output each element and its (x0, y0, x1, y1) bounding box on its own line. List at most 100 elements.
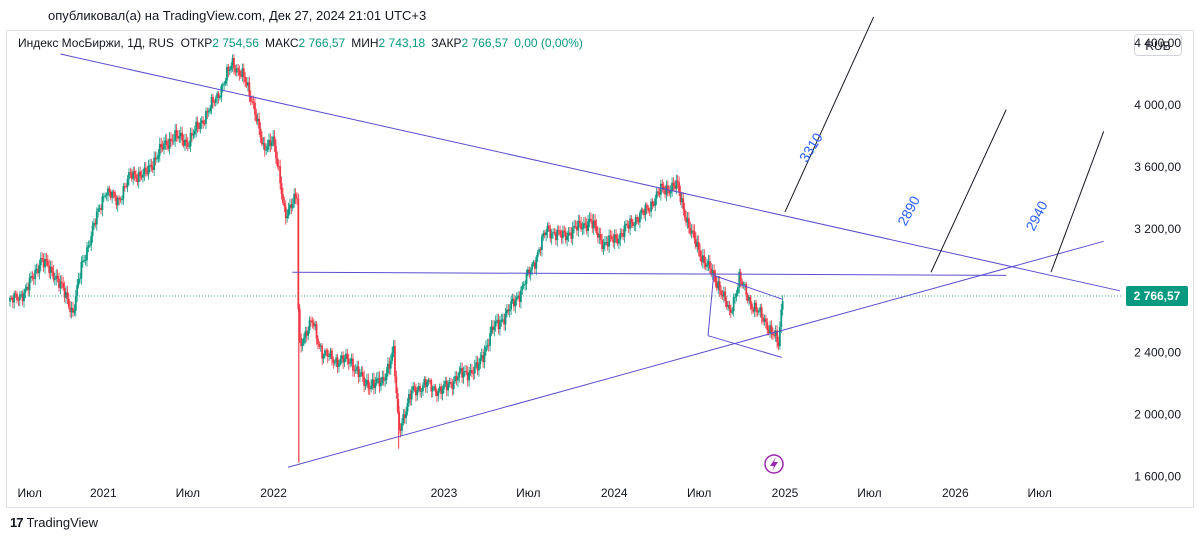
candle-body (736, 287, 739, 294)
candle-body (489, 333, 492, 346)
candle-body (616, 238, 619, 244)
candle-body (172, 140, 175, 142)
candle-body (434, 386, 437, 392)
candle-body (42, 259, 45, 268)
y-tick-label: 1 600,00 (1134, 470, 1181, 484)
candle-body (114, 192, 116, 198)
candle-body (346, 353, 349, 360)
candle-body (507, 309, 510, 312)
candle-body (534, 262, 536, 269)
candle-body (511, 298, 514, 302)
candle-body (374, 383, 377, 389)
candle-body (559, 230, 562, 235)
candle-body (121, 198, 123, 200)
candle-body (556, 230, 559, 240)
candle-body (325, 350, 328, 352)
candle-body (473, 366, 476, 374)
candle-body (501, 319, 504, 321)
candle-body (549, 228, 552, 239)
candle-body (426, 381, 429, 387)
candle-body (654, 198, 657, 206)
candle-body (364, 384, 367, 386)
candle-body (584, 223, 587, 225)
candle-body (517, 295, 520, 298)
candle-body (545, 231, 548, 236)
candle-body (659, 183, 662, 195)
candle-body (741, 281, 743, 285)
candle-body (631, 222, 634, 226)
open-value: 2 754,56 (212, 36, 259, 50)
candle-body (570, 232, 573, 239)
candle-body (16, 293, 18, 300)
candle-body (461, 367, 464, 378)
candle-body (482, 355, 485, 363)
candle-body (151, 167, 154, 170)
candle-body (535, 257, 538, 269)
candles-layer (9, 54, 784, 463)
candle-body (683, 209, 686, 218)
candle-body (45, 258, 48, 261)
candle-body (241, 68, 244, 77)
candle-body (147, 165, 150, 175)
candle-body (387, 363, 389, 374)
candle-body (10, 297, 13, 299)
candle-body (713, 270, 715, 276)
candle-body (506, 309, 508, 314)
candle-body (361, 372, 364, 377)
candle-body (370, 385, 373, 389)
candle-body (445, 380, 448, 391)
candle-body (548, 225, 550, 229)
symbol-name[interactable]: Индекс МосБиржи, 1Д, RUS (18, 36, 174, 50)
candle-body (164, 140, 167, 144)
candle-body (139, 171, 142, 176)
candle-body (153, 157, 156, 170)
candle-body (182, 140, 185, 146)
candle-body (476, 362, 479, 371)
candle-body (380, 383, 382, 387)
candle-body (277, 165, 280, 167)
candle-body (433, 386, 436, 388)
candle-body (347, 359, 350, 364)
candle-body (606, 242, 609, 247)
candle-body (80, 262, 83, 279)
candle-body (392, 345, 395, 354)
candle-body (177, 135, 179, 139)
candle-body (252, 101, 255, 103)
candle-body (532, 262, 535, 265)
candle-body (412, 386, 415, 391)
candle-body (469, 370, 472, 373)
candle-body (186, 142, 189, 147)
candle-body (91, 225, 94, 237)
candle-body (417, 386, 420, 391)
candle-body (603, 242, 606, 246)
candle-body (406, 403, 409, 412)
candle-body (37, 268, 39, 274)
candle-body (286, 215, 289, 219)
currency-button[interactable]: RUB (1134, 34, 1182, 56)
candle-body (179, 132, 182, 137)
footer-brand: TradingView (26, 515, 99, 530)
candle-body (310, 320, 312, 322)
candle-body (528, 269, 531, 275)
candle-body (666, 185, 669, 191)
candle-body (620, 233, 623, 234)
candle-body (251, 101, 254, 103)
candle-body (102, 196, 105, 198)
candle-body (515, 297, 518, 301)
y-tick-label: 3 600,00 (1134, 160, 1181, 174)
candle-body (317, 338, 319, 344)
lightning-icon[interactable] (764, 454, 784, 474)
candle-body (714, 275, 717, 283)
candle-body (303, 337, 305, 344)
candle-body (471, 370, 473, 374)
channel-upper (713, 274, 783, 300)
candle-body (161, 147, 164, 150)
candle-body (699, 249, 701, 257)
candle-body (459, 367, 462, 372)
candle-body (622, 233, 624, 237)
x-tick-label: Июл (1028, 486, 1052, 500)
candle-body (126, 178, 129, 187)
candle-body (575, 226, 578, 231)
candle-body (193, 130, 196, 135)
